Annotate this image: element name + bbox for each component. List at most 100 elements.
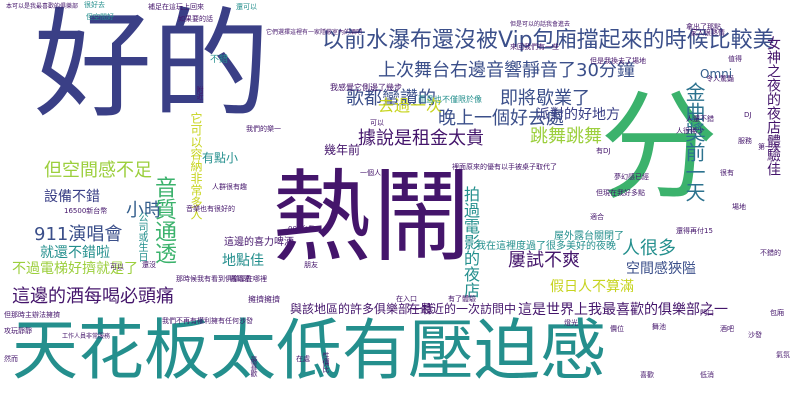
cloud-word: 還得再付15 <box>676 227 713 235</box>
cloud-word: 幾年前 <box>324 143 361 157</box>
cloud-word: 喜歡 <box>640 371 654 379</box>
cloud-word: 音樂也有很好的 <box>186 205 235 213</box>
cloud-word: 它可以容納非常多人 <box>189 112 203 220</box>
cloud-word: 但那時主辦法擁擠 <box>4 311 60 319</box>
cloud-word: 分 <box>600 78 719 216</box>
cloud-word: 這是世界上我最喜歡的俱樂部之一 <box>518 302 728 318</box>
cloud-word: 工作人員非常服務 <box>62 333 111 340</box>
cloud-word: 這邊的酒每喝必頭痛 <box>12 286 174 307</box>
cloud-word: 服務 <box>738 137 752 145</box>
cloud-word: 16500新台幣 <box>64 207 108 215</box>
cloud-word: 朋友 <box>304 261 318 269</box>
cloud-word: 公司或生日 <box>136 212 147 262</box>
cloud-word: 補足在這玩上回來 <box>148 3 204 11</box>
cloud-word: 家人很熱情 <box>690 29 725 37</box>
cloud-word: 000台幣 <box>288 225 316 233</box>
cloud-word: 人很稀少 <box>676 127 704 135</box>
cloud-word: 這邊的喜力啤酒 <box>224 237 294 248</box>
cloud-word: 有點小 <box>202 151 239 165</box>
cloud-word: 門口 <box>700 309 714 317</box>
cloud-word: 令人驚豔 <box>706 75 734 83</box>
cloud-word: 以前水瀑布還沒被Vip包廂擋起來的時候比較美 <box>322 28 775 53</box>
cloud-word: 在處 <box>296 355 310 363</box>
cloud-word: 有DJ <box>596 147 611 155</box>
cloud-word: 但空間感不足 <box>44 160 152 181</box>
cloud-word: 假日人不算滿 <box>550 279 634 295</box>
cloud-word: Omni <box>700 67 733 81</box>
cloud-word: 音質通透 <box>151 176 176 264</box>
cloud-word: 據說是租金太貴 <box>358 128 484 149</box>
cloud-word: 舞池 <box>652 323 666 331</box>
cloud-word: 價位 <box>610 325 624 333</box>
cloud-word: 包廂 <box>770 309 784 317</box>
cloud-word: 不錯的 <box>760 249 781 257</box>
cloud-word: 地點佳 <box>222 253 264 269</box>
cloud-word: 去過一次 <box>378 96 443 115</box>
cloud-word: 派對的好地方 <box>536 107 620 123</box>
cloud-word: 911演唱會 <box>34 224 123 245</box>
cloud-word: 沙發 <box>748 331 762 339</box>
cloud-word: 跳舞跳舞 <box>530 126 602 147</box>
cloud-word: 性價比 <box>322 352 330 373</box>
cloud-word: 熱鬧 <box>272 159 472 276</box>
cloud-word: 不錯 <box>210 55 229 65</box>
cloud-word: 如果要的話 <box>178 15 213 23</box>
cloud-word: 小時 <box>126 200 162 221</box>
cloud-word: 它們選擇這裡有一家隱蔽室內的酒吧 <box>266 29 363 36</box>
cloud-word: 而且也不僅限於像 <box>418 95 482 104</box>
cloud-word: 但是我換去了場地 <box>590 57 646 65</box>
cloud-word: 然而 <box>4 355 18 363</box>
cloud-word: 值得 <box>728 55 742 63</box>
cloud-word: 與該地區的許多俱樂部一樣 <box>290 302 435 316</box>
cloud-word: 可以 <box>370 119 384 127</box>
cloud-word: 可以 <box>110 263 124 271</box>
cloud-word: 我在這裡度過了很多美好的夜晚 <box>476 241 616 252</box>
cloud-word: 即將歇業了 <box>500 88 590 109</box>
cloud-word: 在入口 <box>396 295 417 303</box>
cloud-word: 氣氛 <box>776 351 790 359</box>
cloud-word: 天花板太低有壓迫感 <box>12 312 606 389</box>
cloud-word: 晚上一個好去處 <box>438 108 564 129</box>
cloud-word: 擁擠擁擠 <box>248 295 280 304</box>
cloud-word: 上次舞台右邊音響靜音了30分鐘 <box>378 60 635 81</box>
cloud-word: 不過電梯好擠就是了 <box>12 261 138 277</box>
cloud-word: 好的 <box>34 0 271 134</box>
cloud-word: 來回我們有一些 <box>510 43 559 51</box>
cloud-word: 金曲獎前一天 <box>682 82 706 202</box>
cloud-word: 有了體驗 <box>448 295 476 303</box>
cloud-word: 人還不錯 <box>686 115 714 123</box>
cloud-word: 酒吧 <box>720 325 734 333</box>
cloud-word: 燈光 <box>564 319 578 327</box>
cloud-word: 裡面原來的優有以手被桌子取代了 <box>452 163 557 171</box>
cloud-word: 空間感狹隘 <box>626 261 696 277</box>
cloud-word: 屢試不爽 <box>508 250 580 271</box>
cloud-word: 但現在我好多點 <box>596 189 645 197</box>
cloud-word: 本可以是我最喜歡的俱樂部 <box>6 3 79 10</box>
cloud-word: 很好去 <box>84 1 105 9</box>
cloud-word: 很有 <box>720 169 734 177</box>
cloud-word: 第一次 <box>758 143 779 151</box>
cloud-word: 就還不錯啦 <box>40 245 110 261</box>
cloud-word: 還可以 <box>236 3 257 11</box>
cloud-word: 我們不再有權利擁有任何沙發 <box>162 317 253 325</box>
cloud-word: 拿出了那點 <box>686 23 721 31</box>
cloud-word: 一個人 <box>360 169 381 177</box>
cloud-word: 戴耳塞 <box>230 275 251 283</box>
cloud-word: 場地 <box>732 203 746 211</box>
cloud-word: 還沒 <box>142 261 156 269</box>
cloud-word: 適合 <box>590 213 604 221</box>
cloud-word: 低消 <box>700 371 714 379</box>
cloud-word: 人群很有趣 <box>212 183 247 191</box>
cloud-word: 最喜歡 <box>250 356 258 377</box>
cloud-word: 我們的樂一 <box>246 125 281 133</box>
cloud-word: 屋外露台關閉了 <box>554 231 624 242</box>
cloud-word: 但是可以的話我會進去 <box>510 21 571 28</box>
cloud-word: 我感覺它側邊了幾步 <box>330 83 402 92</box>
cloud-word: 夢幻感已經 <box>614 173 649 181</box>
cloud-word: 在最近的一次訪問中 <box>408 302 517 316</box>
cloud-word: 附近 <box>196 86 204 100</box>
cloud-word: 設備不錯 <box>44 189 100 205</box>
cloud-word: 女神之夜的夜店體驗佳 <box>765 36 781 176</box>
cloud-word: 歌都蠻讚的 <box>346 88 436 109</box>
